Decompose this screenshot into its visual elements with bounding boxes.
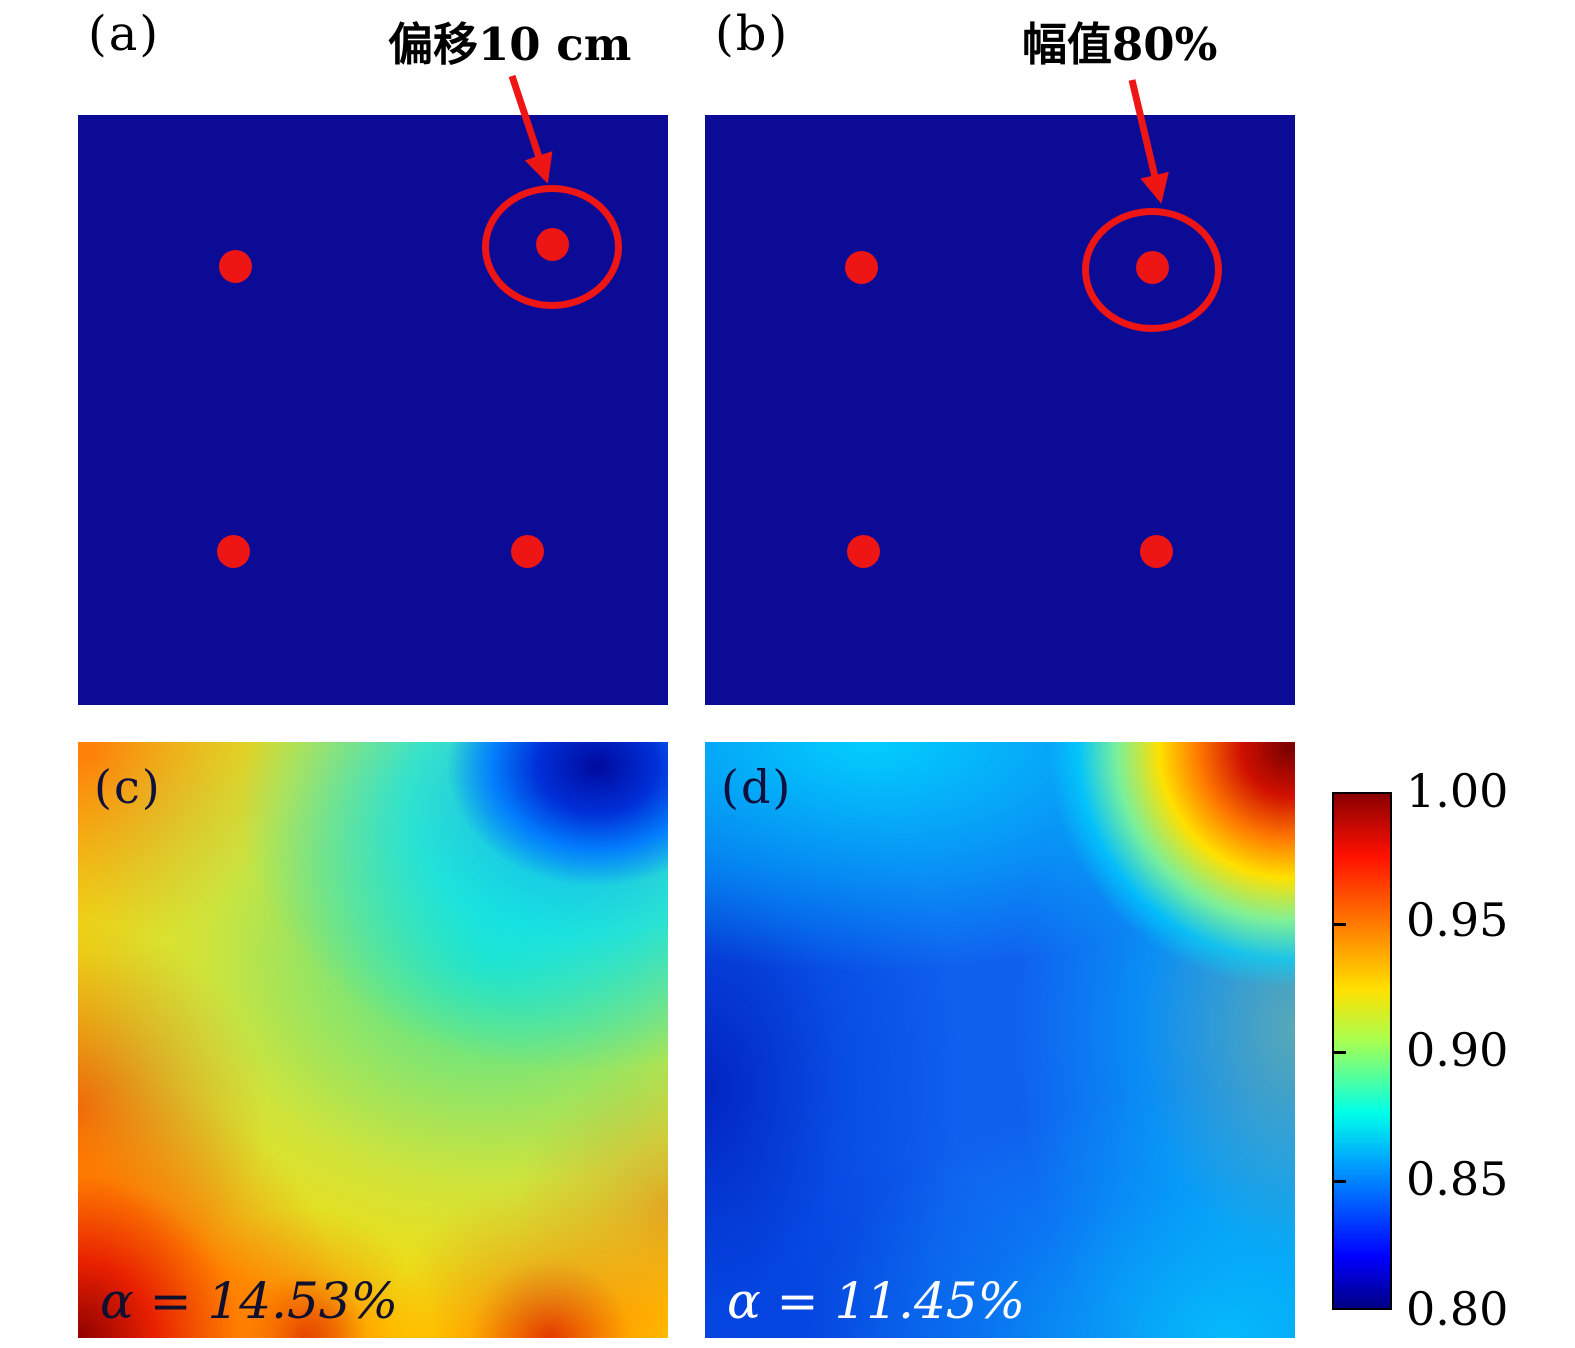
colorbar-tick-label: 0.85 [1406, 1152, 1509, 1206]
panel-c-label: (c) [94, 760, 162, 814]
colorbar-tickmark [1334, 1179, 1346, 1183]
highlight-circle [481, 185, 622, 310]
panel-c-heatmap: (c) α = 14.53% [78, 742, 668, 1338]
panel-d-alpha-label: α = 11.45% [727, 1272, 1026, 1330]
panel-c-alpha-label: α = 14.53% [100, 1272, 399, 1330]
source-dot [217, 535, 251, 568]
panel-a-label: (a) [88, 6, 161, 62]
source-dot [1139, 535, 1173, 568]
panel-a-array-map [78, 115, 668, 705]
colorbar-tickmark [1334, 922, 1346, 926]
panel-d-label: (d) [721, 760, 793, 814]
panel-b-label: (b) [715, 6, 790, 62]
source-dot [847, 535, 881, 568]
panel-a-annotation: 偏移10 cm [388, 18, 632, 71]
source-dot [218, 250, 252, 284]
source-dot [844, 251, 878, 285]
panel-b-annotation: 幅值80% [1022, 18, 1218, 71]
colorbar-tick-label: 0.90 [1406, 1023, 1509, 1077]
highlight-circle [1082, 208, 1223, 333]
colorbar-tick-label: 0.80 [1406, 1282, 1509, 1336]
panel-d-heatmap: (d) α = 11.45% [705, 742, 1295, 1338]
colorbar-tick-label: 1.00 [1406, 764, 1509, 818]
colorbar-tickmark [1334, 1051, 1346, 1054]
colorbar [1332, 792, 1392, 1310]
colorbar-tick-label: 0.95 [1406, 893, 1509, 947]
source-dot [510, 535, 544, 568]
panel-b-array-map [705, 115, 1295, 705]
